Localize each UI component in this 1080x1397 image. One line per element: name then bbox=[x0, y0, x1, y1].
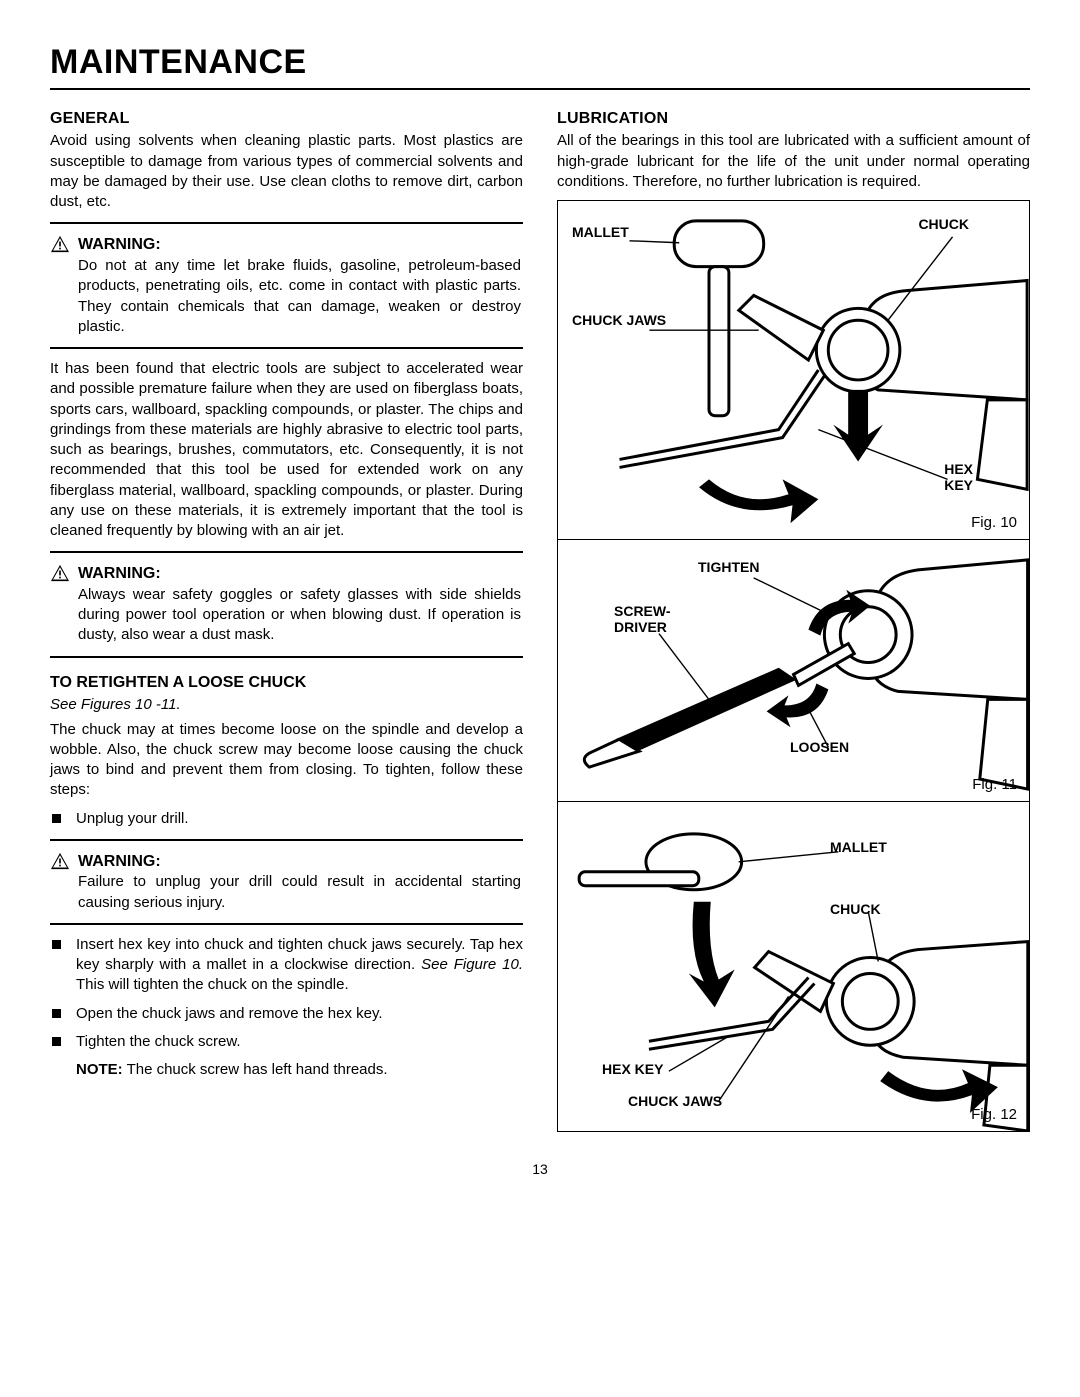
page-number: 13 bbox=[50, 1160, 1030, 1179]
figure-11: TIGHTEN SCREW- DRIVER LOOSEN Fig. 11 bbox=[557, 540, 1030, 802]
figure-11-svg bbox=[558, 540, 1029, 801]
retighten-heading: TO RETIGHTEN A LOOSE CHUCK bbox=[50, 672, 523, 694]
warning-icon bbox=[50, 235, 70, 253]
fig11-label-loosen: LOOSEN bbox=[790, 738, 849, 757]
fig10-label-chuck-jaws: CHUCK JAWS bbox=[572, 311, 666, 330]
fig12-label-chuck-jaws: CHUCK JAWS bbox=[628, 1092, 722, 1111]
abrasive-paragraph: It has been found that electric tools ar… bbox=[50, 359, 523, 541]
divider bbox=[50, 347, 523, 349]
step2-see-fig: See Figure 10. bbox=[421, 956, 523, 973]
note-label: NOTE: bbox=[76, 1061, 123, 1078]
fig11-caption: Fig. 11 bbox=[972, 775, 1017, 795]
fig12-caption: Fig. 12 bbox=[971, 1105, 1017, 1125]
fig10-label-chuck: CHUCK bbox=[918, 215, 969, 234]
warning2-text: Always wear safety goggles or safety gla… bbox=[78, 585, 523, 646]
fig12-label-mallet: MALLET bbox=[830, 838, 887, 857]
warning3-text: Failure to unplug your drill could resul… bbox=[78, 872, 523, 913]
divider bbox=[50, 656, 523, 658]
warning-icon bbox=[50, 852, 70, 870]
general-heading: GENERAL bbox=[50, 108, 523, 130]
retighten-intro: The chuck may at times become loose on t… bbox=[50, 720, 523, 801]
fig10-label-mallet: MALLET bbox=[572, 223, 629, 242]
fig11-label-tighten: TIGHTEN bbox=[698, 558, 759, 577]
warning-icon bbox=[50, 564, 70, 582]
divider bbox=[50, 222, 523, 224]
page-title: MAINTENANCE bbox=[50, 40, 1030, 90]
figure-12-svg bbox=[558, 802, 1029, 1131]
warning1-text: Do not at any time let brake fluids, gas… bbox=[78, 256, 523, 337]
fig12-label-hex-key: HEX KEY bbox=[602, 1060, 663, 1079]
figure-12: MALLET CHUCK HEX KEY CHUCK JAWS Fig. 12 bbox=[557, 802, 1030, 1132]
warning2-title: WARNING: bbox=[78, 563, 523, 585]
right-column: LUBRICATION All of the bearings in this … bbox=[557, 104, 1030, 1132]
fig10-label-hex-key: HEXKEY bbox=[944, 462, 973, 493]
step-unplug: Unplug your drill. bbox=[50, 809, 523, 829]
lubrication-text: All of the bearings in this tool are lub… bbox=[557, 131, 1030, 192]
warning-block-1: WARNING: Do not at any time let brake fl… bbox=[50, 234, 523, 337]
divider bbox=[50, 839, 523, 841]
warning-block-3: WARNING: Failure to unplug your drill co… bbox=[50, 851, 523, 913]
divider bbox=[50, 923, 523, 925]
lubrication-heading: LUBRICATION bbox=[557, 108, 1030, 130]
step-insert-hex: Insert hex key into chuck and tighten ch… bbox=[50, 935, 523, 996]
left-column: GENERAL Avoid using solvents when cleani… bbox=[50, 104, 523, 1132]
general-text: Avoid using solvents when cleaning plast… bbox=[50, 131, 523, 212]
warning3-title: WARNING: bbox=[78, 851, 523, 873]
step-tighten-screw: Tighten the chuck screw. bbox=[50, 1032, 523, 1052]
warning-block-2: WARNING: Always wear safety goggles or s… bbox=[50, 563, 523, 645]
warning1-title: WARNING: bbox=[78, 234, 523, 256]
divider bbox=[50, 551, 523, 553]
see-figures: See Figures 10 -11. bbox=[50, 695, 523, 715]
note-line: NOTE: The chuck screw has left hand thre… bbox=[50, 1060, 523, 1080]
note-text: The chuck screw has left hand threads. bbox=[123, 1061, 388, 1078]
step-open-jaws: Open the chuck jaws and remove the hex k… bbox=[50, 1004, 523, 1024]
figure-10: MALLET CHUCK CHUCK JAWS HEXKEY Fig. 10 bbox=[557, 200, 1030, 540]
fig12-label-chuck: CHUCK bbox=[830, 900, 881, 919]
step2-part-c: This will tighten the chuck on the spind… bbox=[76, 976, 349, 993]
fig10-caption: Fig. 10 bbox=[971, 513, 1017, 533]
fig11-label-screwdriver: SCREW- DRIVER bbox=[614, 604, 671, 635]
